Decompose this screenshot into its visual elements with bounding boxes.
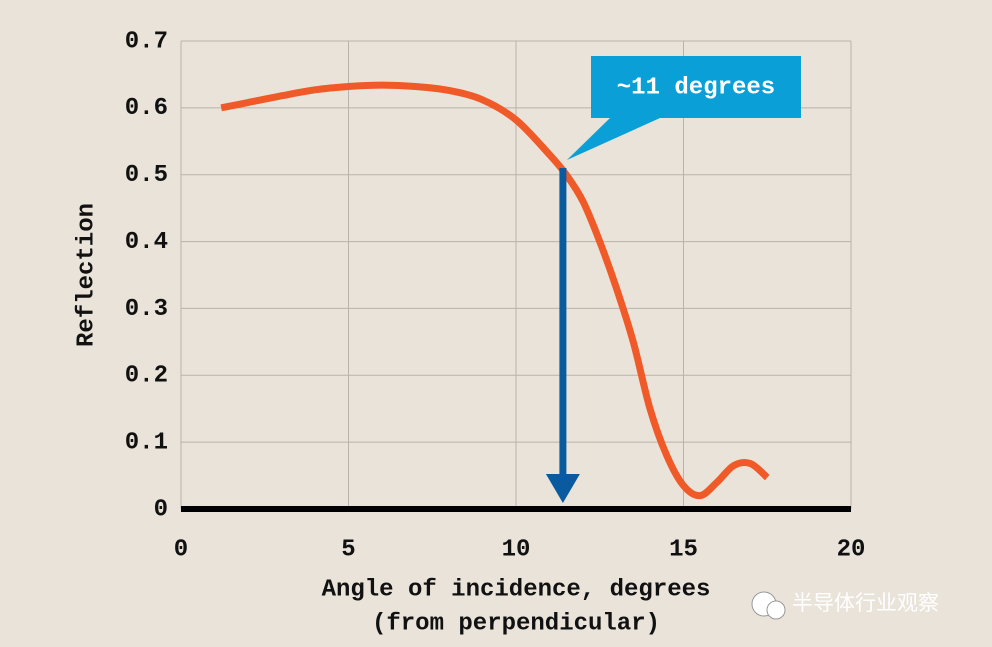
watermark: 半导体行业观察 (792, 591, 939, 615)
y-tick-label: 0.6 (125, 95, 168, 122)
x-tick-label: 15 (669, 536, 698, 563)
x-tick-label: 5 (341, 536, 355, 563)
annotation-arrowhead (545, 474, 580, 503)
y-axis-label: Reflection (73, 203, 100, 347)
x-tick-label: 20 (837, 536, 866, 563)
x-axis-label: (from perpendicular) (372, 610, 660, 637)
y-tick-label: 0.1 (125, 429, 168, 456)
y-tick-label: 0.5 (125, 162, 168, 189)
y-tick-label: 0.2 (125, 363, 168, 390)
x-tick-label: 0 (174, 536, 188, 563)
y-tick-label: 0.7 (125, 28, 168, 55)
y-tick-label: 0.4 (125, 229, 168, 256)
watermark-icon (751, 591, 786, 620)
y-tick-label: 0.3 (125, 296, 168, 323)
line (220, 81, 770, 500)
x-tick-label: 10 (502, 536, 531, 563)
annotation-text: ~11 degrees (617, 74, 775, 101)
x-axis-label: Angle of incidence, degrees (322, 576, 711, 603)
annotation-box (566, 56, 801, 161)
y-tick-label: 0 (154, 496, 168, 523)
